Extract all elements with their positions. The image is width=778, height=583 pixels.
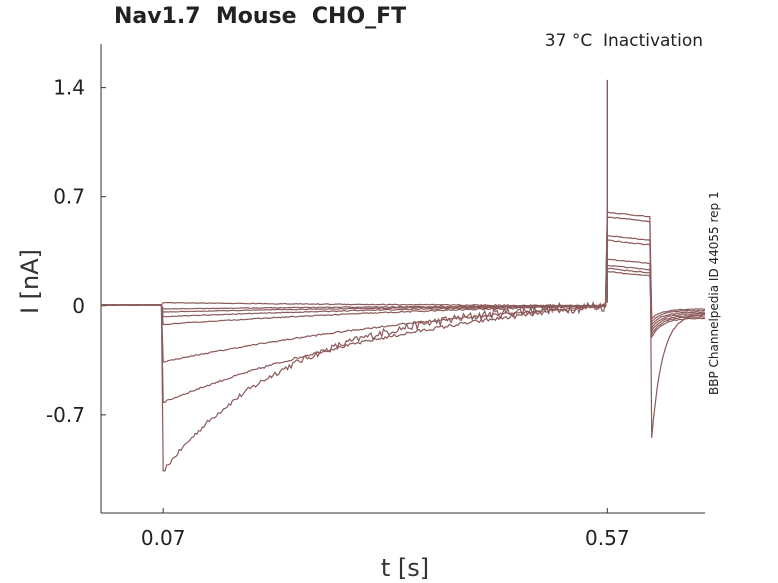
x-axis-label: t [s] <box>381 554 429 582</box>
y-tick-label: 0 <box>72 294 85 318</box>
x-ticks: 0.07 0.57 <box>141 508 630 550</box>
y-ticks: 1.4 0.7 0 -0.7 <box>46 76 106 427</box>
current-trace-line <box>100 265 705 333</box>
current-trace-line <box>100 234 706 363</box>
chart-subtitle: 37 °C Inactivation <box>544 31 703 51</box>
y-tick-label: -0.7 <box>46 403 85 427</box>
y-tick-label: 1.4 <box>53 76 85 100</box>
y-tick-label: 0.7 <box>53 185 85 209</box>
current-traces <box>100 79 706 472</box>
chart-title: Nav1.7 Mouse CHO_FT <box>114 4 407 29</box>
y-axis-label: I [nA] <box>16 249 44 314</box>
x-tick-label: 0.07 <box>141 526 186 550</box>
current-trace-line <box>100 215 706 403</box>
current-trace-line <box>100 211 706 472</box>
current-trace-line <box>100 270 706 339</box>
x-tick-label: 0.57 <box>585 526 630 550</box>
current-trace-line <box>100 267 706 336</box>
